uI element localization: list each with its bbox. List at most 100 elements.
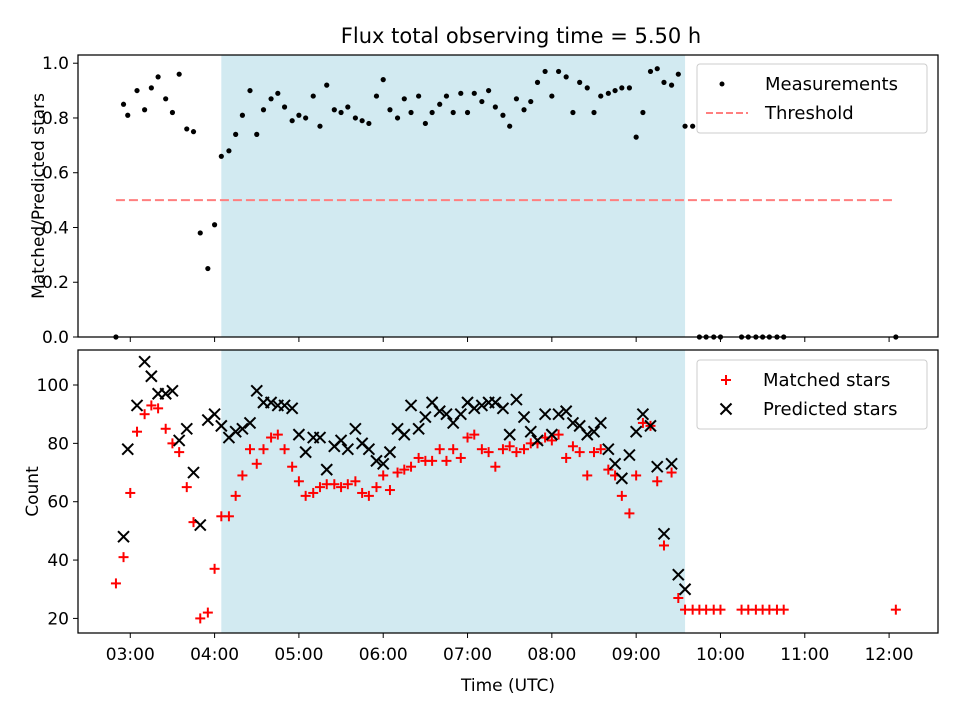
measurement-point bbox=[682, 123, 688, 129]
matched-point bbox=[363, 490, 374, 501]
y-tick-label: 0.4 bbox=[42, 218, 69, 238]
observing-window-shade-bottom bbox=[221, 350, 686, 633]
measurement-point bbox=[619, 85, 625, 91]
measurement-point bbox=[534, 79, 541, 85]
measurement-point bbox=[331, 107, 337, 113]
observing-window-shade-top bbox=[221, 55, 686, 337]
bottom-legend-box bbox=[696, 359, 928, 430]
matched-point bbox=[462, 432, 473, 443]
predicted-point bbox=[320, 463, 333, 476]
measurement-point bbox=[521, 107, 527, 113]
predicted-point bbox=[334, 434, 348, 447]
matched-point bbox=[497, 444, 508, 455]
bottom-x-axis-label: Time (UTC) bbox=[460, 676, 555, 696]
x-tick-label: 04:00 bbox=[190, 645, 239, 665]
predicted-point bbox=[602, 442, 615, 456]
measurement-point bbox=[661, 79, 667, 85]
matched-point bbox=[308, 487, 319, 498]
bottom-y-axis: 20 40 60 80 100 bbox=[37, 376, 78, 629]
predicted-point bbox=[166, 384, 179, 398]
measurement-point bbox=[542, 68, 548, 75]
legend-marker-measurements bbox=[719, 81, 725, 87]
measurement-point bbox=[148, 85, 154, 91]
predicted-point bbox=[587, 425, 601, 438]
measurement-point bbox=[211, 222, 218, 228]
predicted-point bbox=[566, 416, 580, 430]
predicted-point bbox=[510, 393, 523, 406]
predicted-point bbox=[370, 454, 383, 468]
matched-point bbox=[300, 490, 311, 501]
matched-point bbox=[476, 444, 487, 455]
predicted-point bbox=[440, 407, 453, 421]
x-tick-label: 08:00 bbox=[527, 645, 576, 665]
top-x-axis bbox=[129, 337, 890, 342]
predicted-point bbox=[278, 399, 291, 412]
measurement-point bbox=[184, 126, 190, 132]
measurement-point bbox=[640, 109, 646, 116]
predicted-point bbox=[644, 419, 657, 433]
predicted-stars-series bbox=[117, 355, 692, 596]
predicted-point bbox=[496, 402, 510, 415]
measurement-point bbox=[359, 118, 365, 124]
y-tick-label: 0.0 bbox=[42, 328, 69, 348]
measurement-point bbox=[429, 109, 435, 116]
x-tick-label: 03:00 bbox=[106, 645, 155, 665]
matched-point bbox=[371, 482, 382, 493]
predicted-point bbox=[138, 355, 151, 368]
predicted-point bbox=[552, 407, 565, 421]
measurement-point bbox=[373, 93, 380, 99]
matched-point bbox=[778, 604, 789, 615]
measurement-point bbox=[134, 87, 140, 94]
measurement-point bbox=[584, 85, 590, 91]
predicted-point bbox=[341, 442, 355, 456]
bottom-x-axis: 03:00 04:00 05:00 06:00 07:00 08:00 09:00 10:00… bbox=[106, 633, 914, 665]
top-y-axis-label: Matched/Predicted stars bbox=[29, 93, 49, 299]
matched-point bbox=[616, 490, 627, 501]
matched-point bbox=[715, 604, 726, 615]
predicted-point bbox=[524, 425, 537, 438]
measurement-point bbox=[260, 107, 267, 113]
measurement-point bbox=[352, 115, 358, 121]
chart-title: Flux total observing time = 5.50 h bbox=[341, 24, 701, 48]
matched-point bbox=[118, 552, 129, 563]
matched-point bbox=[251, 458, 262, 469]
top-panel: 0.0 0.2 0.4 0.6 0.8 1.0 Matched/Predicted sta… bbox=[29, 54, 939, 348]
measurement-point bbox=[570, 109, 576, 116]
predicted-point bbox=[117, 530, 130, 543]
measurement-point bbox=[458, 90, 464, 96]
matched-point bbox=[146, 400, 157, 411]
predicted-point bbox=[299, 445, 312, 459]
measurement-point bbox=[163, 96, 169, 102]
predicted-point bbox=[672, 568, 685, 581]
matched-point bbox=[230, 490, 241, 501]
measurement-point bbox=[226, 148, 232, 154]
predicted-point bbox=[629, 425, 643, 438]
matched-point bbox=[504, 441, 515, 452]
matched-point bbox=[293, 476, 304, 487]
measurement-point bbox=[507, 123, 513, 129]
measurement-point bbox=[577, 79, 583, 85]
predicted-point bbox=[468, 402, 481, 415]
measurement-point bbox=[647, 68, 654, 75]
matched-point bbox=[392, 467, 403, 478]
measurement-point bbox=[563, 74, 569, 80]
matched-point bbox=[181, 482, 192, 493]
predicted-point bbox=[362, 442, 376, 456]
measurement-point bbox=[591, 109, 597, 116]
matched-point bbox=[553, 429, 564, 440]
predicted-point bbox=[159, 387, 172, 400]
predicted-point bbox=[130, 399, 144, 412]
x-tick-label: 12:00 bbox=[865, 645, 914, 665]
matched-point bbox=[721, 375, 731, 385]
matched-point bbox=[455, 452, 466, 463]
predicted-point bbox=[665, 457, 678, 470]
measurement-point bbox=[464, 109, 471, 116]
measurement-point bbox=[338, 109, 344, 116]
measurement-point bbox=[450, 109, 456, 116]
predicted-point bbox=[285, 402, 299, 415]
measurement-point bbox=[443, 93, 450, 99]
matched-point bbox=[658, 540, 669, 551]
top-panel-frame bbox=[77, 54, 939, 338]
measurement-point bbox=[528, 98, 534, 105]
matched-point bbox=[195, 613, 206, 624]
